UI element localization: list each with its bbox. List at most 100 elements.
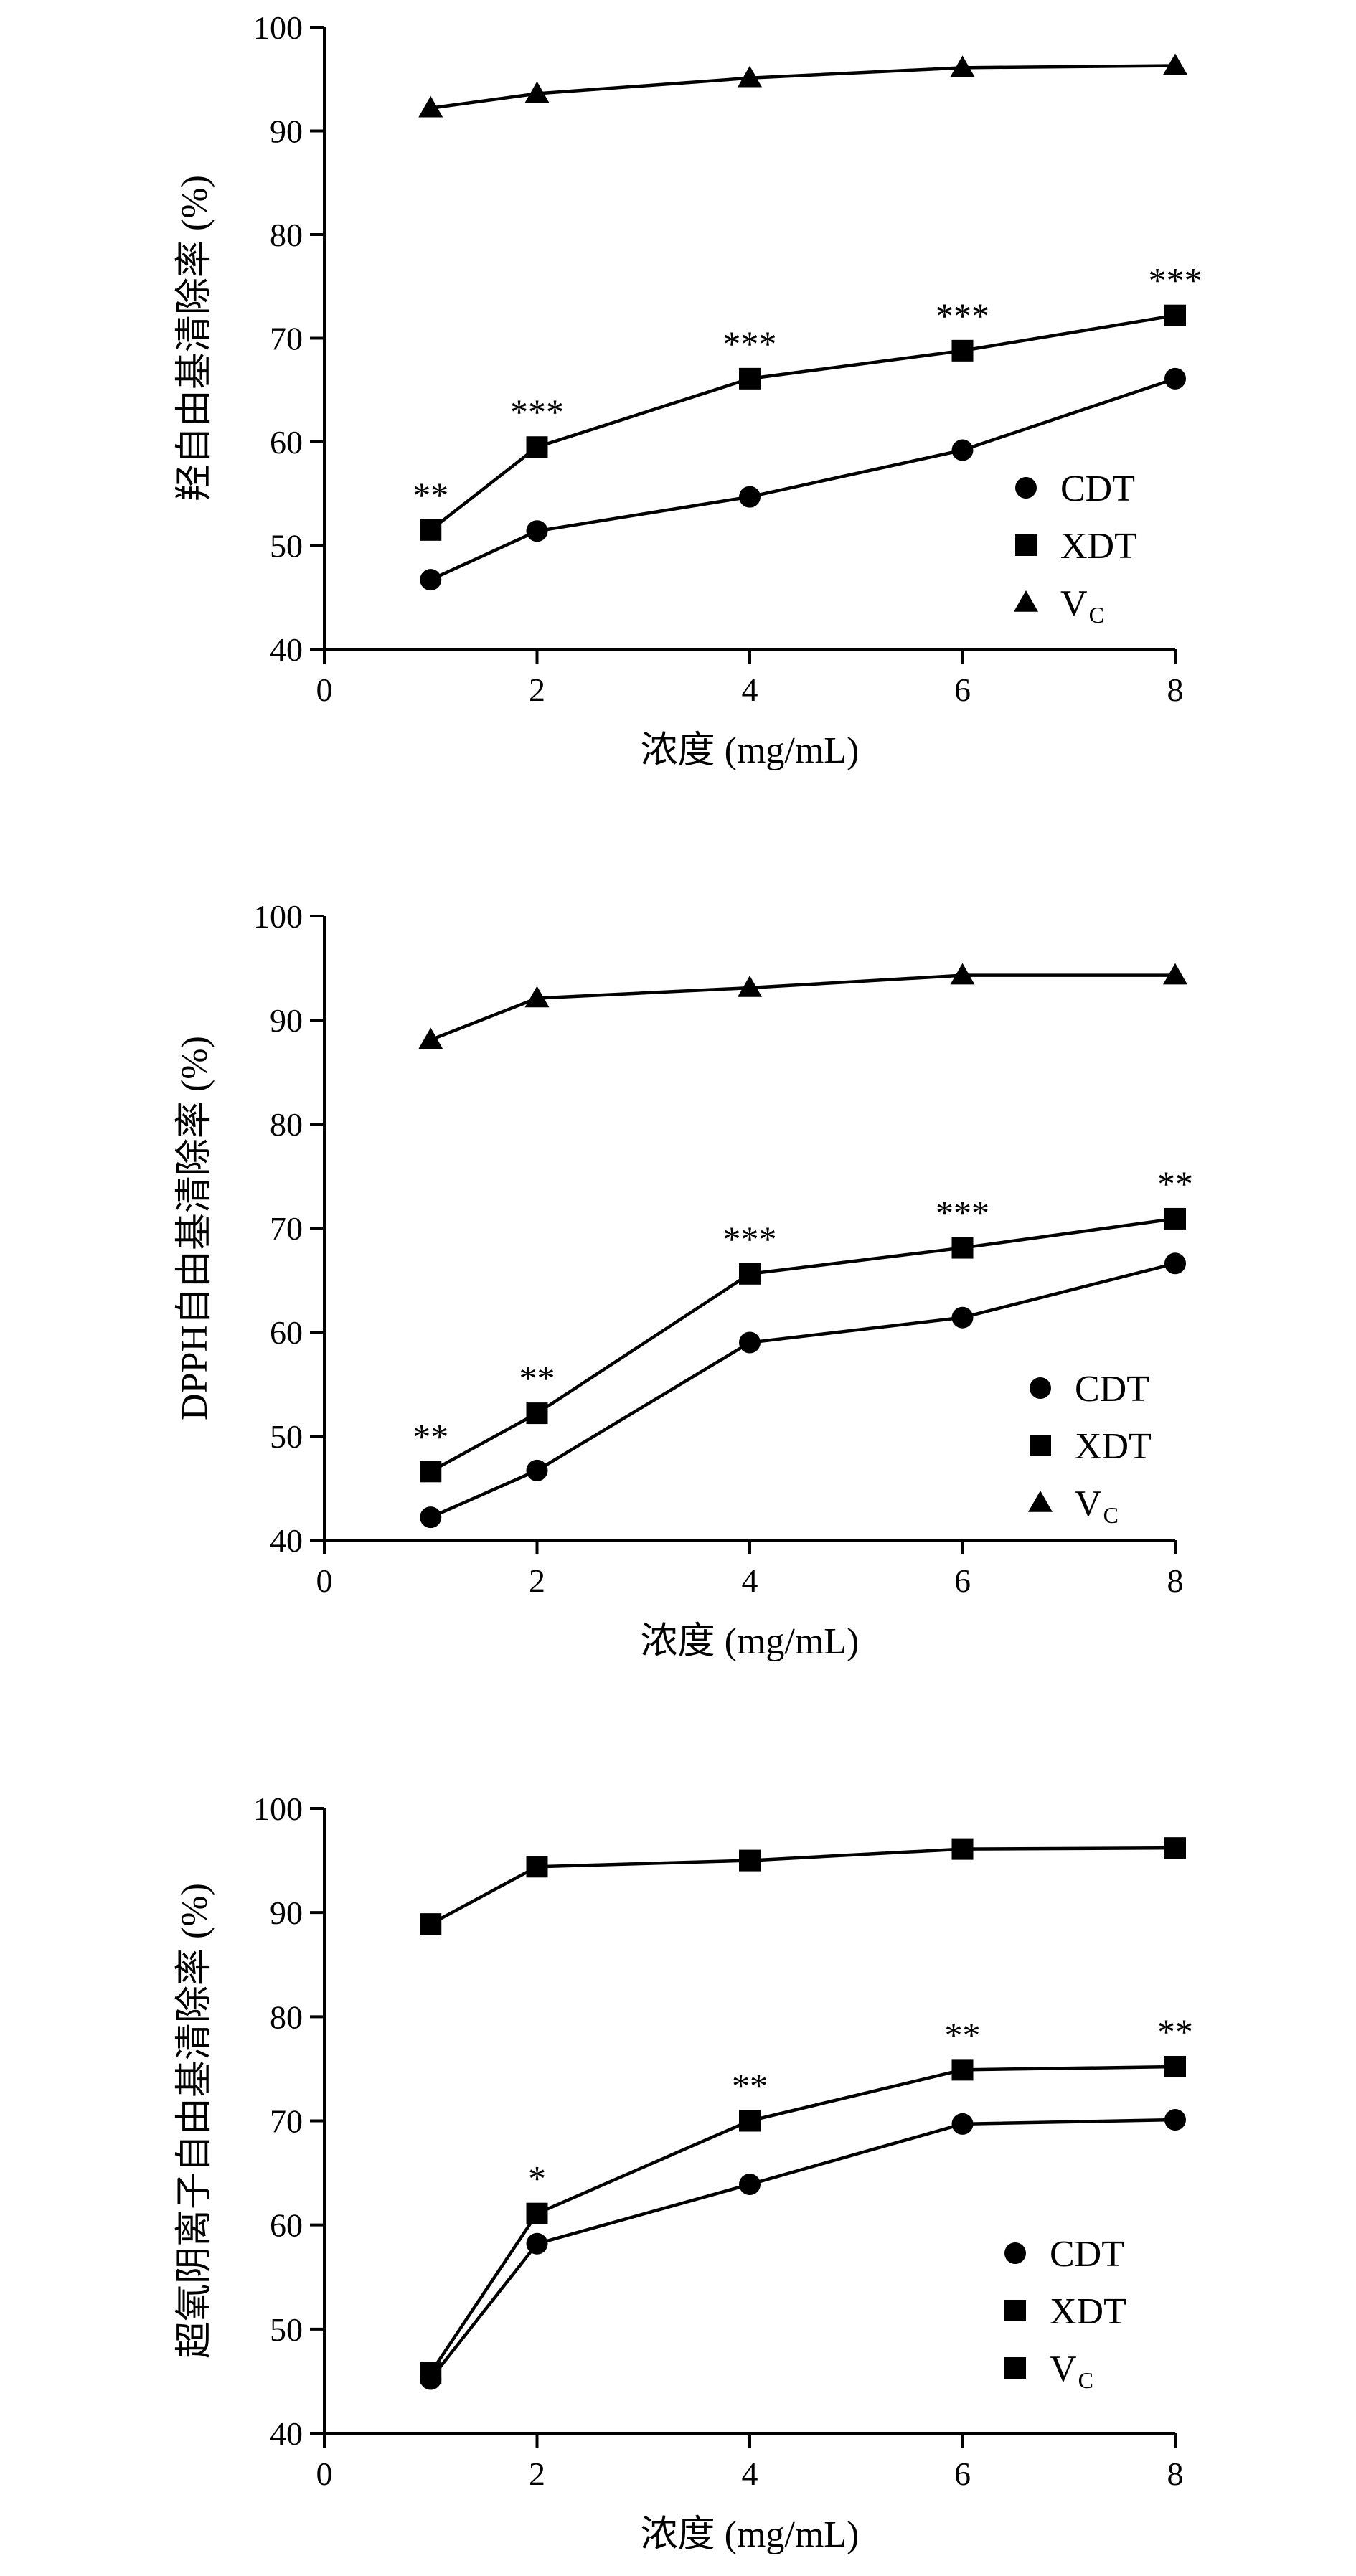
y-axis-label: DPPH自由基清除率 (%) xyxy=(174,1036,215,1420)
data-point-xdt xyxy=(1164,1207,1186,1230)
data-point-v xyxy=(420,1913,442,1935)
data-point-xdt xyxy=(739,2110,761,2132)
y-tick-label: 90 xyxy=(270,1002,303,1039)
y-tick-label: 100 xyxy=(253,898,303,935)
legend-label: XDT xyxy=(1050,2291,1126,2332)
y-tick-label: 90 xyxy=(270,1895,303,1931)
data-point-cdt xyxy=(1164,367,1186,390)
legend-marker-cdt xyxy=(1030,1377,1051,1399)
y-tick-label: 100 xyxy=(253,9,303,46)
y-tick-label: 70 xyxy=(270,2103,303,2140)
x-tick-label: 6 xyxy=(954,2455,971,2492)
x-tick-label: 4 xyxy=(742,1562,758,1599)
y-tick-label: 40 xyxy=(270,1522,303,1559)
data-point-xdt xyxy=(420,519,442,541)
y-tick-label: 50 xyxy=(270,1418,303,1455)
data-point-cdt xyxy=(951,2113,974,2135)
significance-label: * xyxy=(528,2159,546,2199)
legend-label-subscript: C xyxy=(1103,1502,1119,1528)
legend-label: XDT xyxy=(1060,526,1137,567)
data-point-xdt xyxy=(951,2059,974,2081)
legend-marker-cdt xyxy=(1004,2242,1026,2264)
data-point-cdt xyxy=(526,2232,548,2255)
significance-label: ** xyxy=(413,475,448,515)
x-axis-label: 浓度 (mg/mL) xyxy=(641,730,860,771)
data-point-xdt xyxy=(420,2362,442,2384)
data-point-xdt xyxy=(739,1263,761,1285)
y-axis-label: 羟自由基清除率 (%) xyxy=(174,175,215,501)
y-tick-label: 100 xyxy=(253,1791,303,1827)
data-point-v xyxy=(950,963,975,985)
data-point-cdt xyxy=(739,2174,761,2196)
y-tick-label: 70 xyxy=(270,1210,303,1247)
data-point-v xyxy=(418,1027,443,1049)
significance-label: *** xyxy=(936,296,989,336)
x-tick-label: 4 xyxy=(742,671,758,708)
y-tick-label: 40 xyxy=(270,631,303,668)
significance-label: ** xyxy=(413,1416,448,1456)
y-tick-label: 70 xyxy=(270,321,303,357)
x-tick-label: 8 xyxy=(1167,2455,1184,2492)
legend-label-subscript: C xyxy=(1078,2367,1093,2393)
y-tick-label: 80 xyxy=(270,1999,303,2035)
legend-label: CDT xyxy=(1050,2234,1124,2275)
data-point-cdt xyxy=(951,439,974,461)
data-point-xdt xyxy=(420,1461,442,1483)
data-point-v xyxy=(1163,963,1187,985)
data-point-v xyxy=(1164,1837,1186,1859)
data-point-xdt xyxy=(951,1237,974,1259)
x-tick-label: 0 xyxy=(316,1562,333,1599)
y-axis-label: 超氧阴离子自由基清除率 (%) xyxy=(174,1883,215,2359)
x-tick-label: 8 xyxy=(1167,671,1184,708)
data-point-v xyxy=(418,95,443,118)
y-tick-label: 60 xyxy=(270,424,303,461)
y-tick-label: 40 xyxy=(270,2415,303,2452)
legend: CDT XDT VC xyxy=(1004,2234,1126,2393)
x-tick-label: 2 xyxy=(529,671,545,708)
legend-marker-cdt xyxy=(1015,477,1037,499)
data-point-xdt xyxy=(526,2202,548,2224)
data-point-v xyxy=(738,976,762,997)
data-point-cdt xyxy=(951,1306,974,1329)
x-tick-label: 6 xyxy=(954,1562,971,1599)
x-tick-label: 8 xyxy=(1167,1562,1184,1599)
significance-label: *** xyxy=(936,1193,989,1233)
legend-marker-xdt xyxy=(1015,534,1037,556)
x-tick-label: 2 xyxy=(529,1562,545,1599)
legend-label: VC xyxy=(1060,583,1104,628)
data-point-xdt xyxy=(1164,304,1186,326)
significance-label: ** xyxy=(1157,2011,1193,2052)
x-tick-label: 2 xyxy=(529,2455,545,2492)
significance-label: ** xyxy=(1157,1164,1193,1204)
data-point-cdt xyxy=(1164,1252,1186,1275)
legend-label: XDT xyxy=(1075,1426,1152,1467)
legend-label: VC xyxy=(1050,2349,1093,2393)
legend-marker-v xyxy=(1004,2357,1026,2379)
x-axis-label: 浓度 (mg/mL) xyxy=(641,2514,860,2555)
chart-dpph-radical: 40 50 60 70 80 90 100 0 2 4 6 8 浓度 (mg/mL) DPPH自由基清除率… xyxy=(174,898,1193,1662)
data-point-v xyxy=(1163,53,1187,75)
data-point-v xyxy=(524,986,550,1008)
data-point-v xyxy=(950,55,975,77)
y-tick-label: 50 xyxy=(270,2311,303,2348)
chart-hydroxyl-radical: 40 50 60 70 80 90 100 0 2 4 6 8 浓度 (mg/mL) 羟自由基清除率 (%… xyxy=(174,9,1202,771)
y-tick-label: 50 xyxy=(270,528,303,565)
x-tick-label: 0 xyxy=(316,2455,333,2492)
chart-superoxide-radical: 40 50 60 70 80 90 100 0 2 4 6 8 浓度 (mg/mL) 超氧阴离子自由基清除… xyxy=(174,1791,1193,2555)
significance-label: *** xyxy=(510,392,564,432)
data-point-cdt xyxy=(1164,2109,1186,2131)
data-point-cdt xyxy=(420,1506,442,1529)
significance-label: ** xyxy=(519,1358,555,1398)
data-point-v xyxy=(524,81,550,103)
significance-label: ** xyxy=(732,2066,768,2106)
data-point-cdt xyxy=(526,520,548,542)
x-axis-label: 浓度 (mg/mL) xyxy=(641,1621,860,1662)
data-point-v xyxy=(738,65,762,88)
legend-marker-v xyxy=(1014,590,1038,612)
x-tick-label: 0 xyxy=(316,671,333,708)
legend-marker-v xyxy=(1028,1491,1053,1512)
legend-label: VC xyxy=(1075,1483,1119,1528)
data-point-xdt xyxy=(1164,2056,1186,2078)
significance-label: ** xyxy=(945,2014,981,2054)
